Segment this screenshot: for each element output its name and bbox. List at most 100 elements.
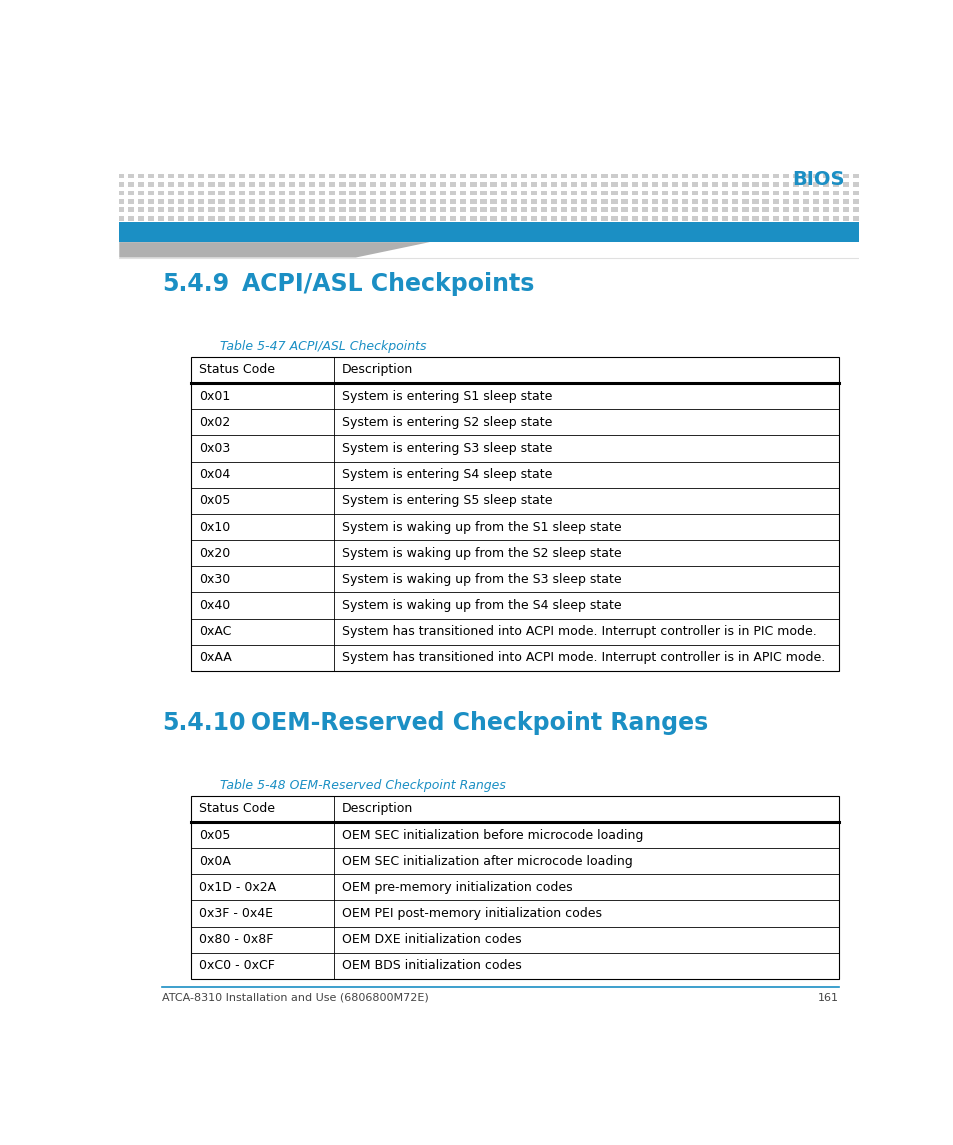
Bar <box>651 207 658 212</box>
Bar <box>711 190 718 195</box>
Bar <box>439 199 446 204</box>
Text: ATCA-8310 Installation and Use (6806800M72E): ATCA-8310 Installation and Use (6806800M… <box>162 993 428 1003</box>
Bar <box>701 190 707 195</box>
Bar <box>158 182 164 187</box>
Bar <box>439 182 446 187</box>
Bar <box>238 182 245 187</box>
Bar <box>249 182 254 187</box>
Bar <box>842 199 848 204</box>
Bar <box>490 207 497 212</box>
Bar <box>289 199 294 204</box>
Bar <box>238 207 245 212</box>
Bar <box>772 216 778 221</box>
Bar <box>772 174 778 179</box>
Bar <box>218 216 224 221</box>
Bar <box>540 174 546 179</box>
Text: System is entering S4 sleep state: System is entering S4 sleep state <box>341 468 552 481</box>
Bar <box>117 174 124 179</box>
Bar <box>560 174 567 179</box>
Bar <box>430 190 436 195</box>
Bar <box>369 174 375 179</box>
Bar <box>369 190 375 195</box>
Bar <box>258 207 265 212</box>
Bar <box>550 182 557 187</box>
Bar <box>410 216 416 221</box>
Bar <box>641 207 647 212</box>
Bar <box>399 190 406 195</box>
Bar <box>862 182 868 187</box>
Bar <box>117 207 124 212</box>
Bar <box>430 174 436 179</box>
Text: 0x3F - 0x4E: 0x3F - 0x4E <box>199 907 273 921</box>
Bar <box>148 199 154 204</box>
Text: System is waking up from the S3 sleep state: System is waking up from the S3 sleep st… <box>341 572 620 586</box>
Bar <box>500 190 506 195</box>
Bar <box>701 174 707 179</box>
Bar <box>510 216 517 221</box>
Bar <box>620 190 627 195</box>
Bar <box>842 216 848 221</box>
Bar <box>470 216 476 221</box>
Bar <box>641 174 647 179</box>
Bar <box>128 190 133 195</box>
Bar <box>137 190 144 195</box>
Bar <box>298 216 305 221</box>
Bar <box>410 182 416 187</box>
Bar <box>781 199 788 204</box>
Bar <box>289 216 294 221</box>
Bar <box>329 216 335 221</box>
Bar <box>218 190 224 195</box>
Bar <box>379 182 385 187</box>
Bar <box>349 174 355 179</box>
Bar <box>802 199 808 204</box>
Bar <box>832 207 839 212</box>
Bar <box>752 207 758 212</box>
Bar <box>792 199 798 204</box>
Bar <box>278 216 285 221</box>
Bar <box>359 199 365 204</box>
Bar <box>510 182 517 187</box>
Bar <box>390 182 395 187</box>
Text: Description: Description <box>341 803 413 815</box>
Bar <box>490 216 497 221</box>
Bar <box>620 182 627 187</box>
Text: Description: Description <box>341 363 413 377</box>
Bar <box>289 174 294 179</box>
Bar <box>339 199 345 204</box>
Bar <box>732 199 738 204</box>
Bar <box>148 182 154 187</box>
Bar <box>298 174 305 179</box>
Bar <box>137 216 144 221</box>
Bar <box>812 174 819 179</box>
Text: 0x02: 0x02 <box>199 416 230 428</box>
Bar <box>571 182 577 187</box>
Bar <box>329 190 335 195</box>
Bar <box>520 199 526 204</box>
Bar <box>691 216 698 221</box>
Bar <box>711 182 718 187</box>
Bar <box>852 190 859 195</box>
Bar <box>198 199 204 204</box>
Bar <box>198 216 204 221</box>
Text: 0x0A: 0x0A <box>199 854 231 868</box>
Bar <box>218 174 224 179</box>
Bar <box>128 207 133 212</box>
Bar <box>168 174 174 179</box>
Text: System is entering S3 sleep state: System is entering S3 sleep state <box>341 442 552 455</box>
Bar <box>399 199 406 204</box>
Polygon shape <box>119 242 429 258</box>
Text: OEM pre-memory initialization codes: OEM pre-memory initialization codes <box>341 881 572 894</box>
Bar <box>208 199 214 204</box>
Bar <box>178 216 184 221</box>
Bar <box>510 199 517 204</box>
Bar <box>439 174 446 179</box>
Bar <box>611 174 617 179</box>
Bar <box>500 216 506 221</box>
Text: 0x03: 0x03 <box>199 442 230 455</box>
Text: System is entering S5 sleep state: System is entering S5 sleep state <box>341 495 552 507</box>
Bar <box>560 199 567 204</box>
Bar <box>480 190 486 195</box>
Bar <box>852 216 859 221</box>
Bar <box>188 182 194 187</box>
Bar <box>741 190 748 195</box>
